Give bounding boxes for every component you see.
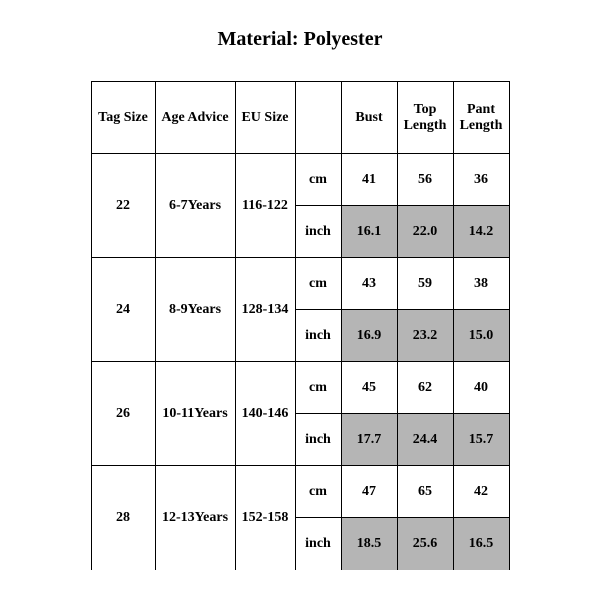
col-age-advice: Age Advice: [155, 82, 235, 154]
cell-pant: 16.5: [453, 518, 509, 570]
cell-top: 56: [397, 154, 453, 206]
cell-top: 22.0: [397, 206, 453, 258]
header-row: Tag Size Age Advice EU Size Bust Top Len…: [91, 82, 509, 154]
col-unit: [295, 82, 341, 154]
cell-age: 8-9Years: [155, 258, 235, 362]
cell-bust: 47: [341, 466, 397, 518]
cell-tag: 24: [91, 258, 155, 362]
cell-unit: cm: [295, 258, 341, 310]
cell-top: 23.2: [397, 310, 453, 362]
col-pant-length: Pant Length: [453, 82, 509, 154]
cell-pant: 15.0: [453, 310, 509, 362]
cell-age: 6-7Years: [155, 154, 235, 258]
cell-bust: 16.1: [341, 206, 397, 258]
col-eu-size: EU Size: [235, 82, 295, 154]
cell-pant: 36: [453, 154, 509, 206]
cell-unit: cm: [295, 466, 341, 518]
cell-eu: 116-122: [235, 154, 295, 258]
cell-unit: cm: [295, 362, 341, 414]
page-title: Material: Polyester: [0, 28, 600, 51]
cell-top: 25.6: [397, 518, 453, 570]
cell-eu: 140-146: [235, 362, 295, 466]
cell-tag: 22: [91, 154, 155, 258]
table-row: 28 12-13Years 152-158 cm 47 65 42: [91, 466, 509, 518]
cell-top: 62: [397, 362, 453, 414]
cell-bust: 16.9: [341, 310, 397, 362]
size-table: Tag Size Age Advice EU Size Bust Top Len…: [91, 81, 510, 570]
cell-unit: inch: [295, 310, 341, 362]
table-body: 22 6-7Years 116-122 cm 41 56 36 inch 16.…: [91, 154, 509, 570]
cell-age: 10-11Years: [155, 362, 235, 466]
cell-unit: inch: [295, 206, 341, 258]
cell-top: 59: [397, 258, 453, 310]
cell-bust: 41: [341, 154, 397, 206]
page: Material: Polyester Tag Size Age Advice …: [0, 0, 600, 600]
cell-pant: 14.2: [453, 206, 509, 258]
col-top-length: Top Length: [397, 82, 453, 154]
cell-top: 65: [397, 466, 453, 518]
cell-bust: 17.7: [341, 414, 397, 466]
col-bust: Bust: [341, 82, 397, 154]
cell-pant: 15.7: [453, 414, 509, 466]
cell-pant: 40: [453, 362, 509, 414]
table-row: 24 8-9Years 128-134 cm 43 59 38: [91, 258, 509, 310]
cell-age: 12-13Years: [155, 466, 235, 570]
cell-bust: 43: [341, 258, 397, 310]
col-tag-size: Tag Size: [91, 82, 155, 154]
cell-tag: 28: [91, 466, 155, 570]
cell-pant: 42: [453, 466, 509, 518]
cell-eu: 128-134: [235, 258, 295, 362]
cell-unit: inch: [295, 414, 341, 466]
cell-unit: inch: [295, 518, 341, 570]
cell-top: 24.4: [397, 414, 453, 466]
table-row: 22 6-7Years 116-122 cm 41 56 36: [91, 154, 509, 206]
cell-pant: 38: [453, 258, 509, 310]
cell-eu: 152-158: [235, 466, 295, 570]
table-row: 26 10-11Years 140-146 cm 45 62 40: [91, 362, 509, 414]
cell-bust: 18.5: [341, 518, 397, 570]
cell-tag: 26: [91, 362, 155, 466]
cell-bust: 45: [341, 362, 397, 414]
cell-unit: cm: [295, 154, 341, 206]
